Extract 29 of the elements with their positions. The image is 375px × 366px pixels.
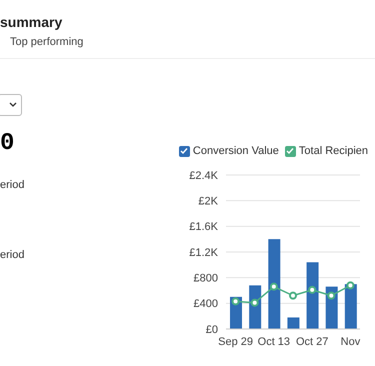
y-tick-label: £1.2K: [189, 246, 219, 259]
y-tick-label: £2K: [198, 196, 219, 208]
point: [250, 298, 259, 307]
legend-label: Conversion Value: [192, 145, 279, 157]
bar: [306, 262, 319, 329]
y-tick-label: £1.6K: [189, 221, 219, 234]
point: [232, 297, 240, 306]
text: 0: [0, 130, 14, 157]
y-tick-label: £2.4K: [189, 170, 219, 182]
y-tick-label: £800: [194, 272, 218, 285]
bar: [287, 317, 300, 329]
y-tick-label: £400: [194, 298, 218, 310]
legend-label: Total Recipien: [298, 145, 368, 157]
point: [270, 282, 278, 291]
x-tick-label: Oct 13: [258, 336, 290, 348]
point: [346, 281, 354, 290]
point: [289, 292, 297, 300]
x-tick-label: Nov: [340, 336, 361, 348]
bar: [344, 284, 357, 329]
y-tick-label: £0: [206, 324, 218, 336]
text: Top performing: [10, 36, 84, 48]
x-tick-label: Sep 29: [218, 336, 254, 348]
text: eriod: [0, 249, 24, 261]
text: summary: [0, 14, 62, 30]
x-tick-label: Oct 27: [296, 336, 328, 348]
point: [308, 286, 316, 294]
text: eriod: [0, 179, 24, 191]
point: [327, 292, 336, 300]
bar: [268, 239, 280, 329]
